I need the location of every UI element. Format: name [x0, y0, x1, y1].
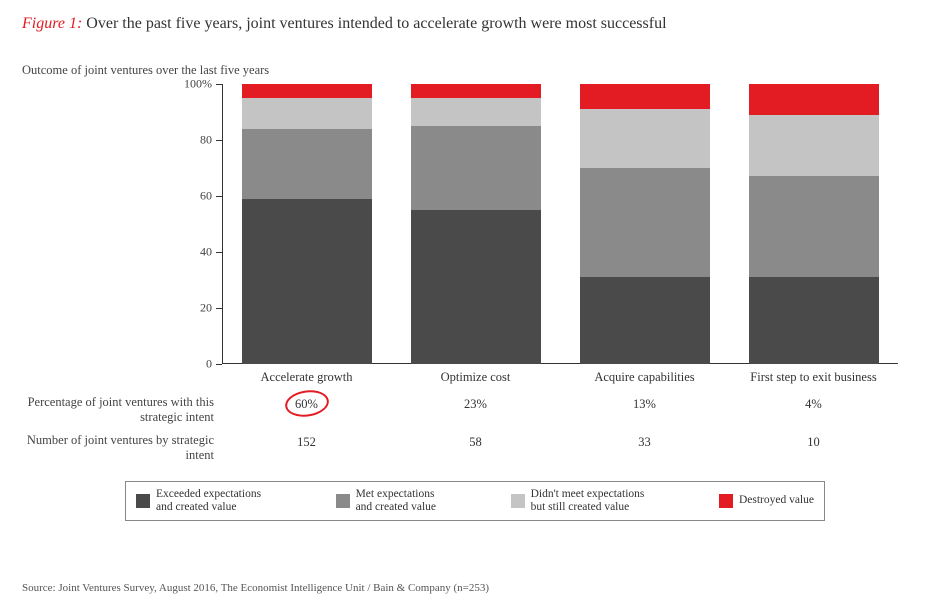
legend: Exceeded expectationsand created value Me…	[125, 481, 825, 521]
bar-segment-destroyed	[580, 84, 710, 109]
y-tick-mark	[216, 308, 222, 309]
legend-swatch	[511, 494, 525, 508]
bar-column	[570, 84, 720, 364]
stacked-bar	[242, 84, 372, 364]
y-tick-label: 40	[200, 244, 212, 259]
category-label: First step to exit business	[739, 370, 889, 385]
bar-segment-met	[411, 126, 541, 210]
bar-column	[232, 84, 382, 364]
category-label: Acquire capabilities	[570, 370, 720, 385]
bar-segment-exceeded	[411, 210, 541, 364]
plot-area: 020406080100%	[182, 84, 898, 364]
percent-cell: 23%	[401, 397, 551, 412]
y-tick-label: 60	[200, 188, 212, 203]
y-tick-mark	[216, 252, 222, 253]
y-tick-mark	[216, 140, 222, 141]
bar-segment-met	[580, 168, 710, 277]
bar-segment-didnt_meet	[242, 98, 372, 129]
category-label: Optimize cost	[401, 370, 551, 385]
bar-segment-exceeded	[749, 277, 879, 364]
legend-label: Met expectationsand created value	[356, 488, 436, 514]
legend-label: Didn't meet expectationsbut still create…	[531, 488, 645, 514]
count-cell: 10	[739, 435, 889, 450]
category-labels-row: Accelerate growth Optimize cost Acquire ca…	[222, 370, 898, 385]
legend-item: Exceeded expectationsand created value	[136, 488, 261, 514]
percent-cell: 13%	[570, 397, 720, 412]
legend-item: Met expectationsand created value	[336, 488, 436, 514]
count-cell: 152	[232, 435, 382, 450]
y-tick-mark	[216, 364, 222, 365]
legend-item: Destroyed value	[719, 494, 814, 508]
percent-value: 4%	[805, 397, 822, 411]
figure-title-text: Over the past five years, joint ventures…	[82, 15, 666, 32]
bar-segment-exceeded	[580, 277, 710, 364]
bar-segment-didnt_meet	[749, 115, 879, 177]
figure-number: Figure 1:	[22, 15, 82, 32]
y-tick-mark	[216, 196, 222, 197]
legend-item: Didn't meet expectationsbut still create…	[511, 488, 645, 514]
row-label-count: Number of joint ventures by strategic in…	[22, 433, 214, 463]
legend-swatch	[719, 494, 733, 508]
category-label: Accelerate growth	[232, 370, 382, 385]
count-cell: 33	[570, 435, 720, 450]
y-tick-mark	[216, 84, 222, 85]
y-axis: 020406080100%	[176, 84, 220, 364]
legend-label: Exceeded expectationsand created value	[156, 488, 261, 514]
bar-segment-didnt_meet	[411, 98, 541, 126]
stacked-bar	[749, 84, 879, 364]
bar-segment-exceeded	[242, 199, 372, 364]
stacked-bar	[411, 84, 541, 364]
y-tick-label: 20	[200, 300, 212, 315]
bar-column	[401, 84, 551, 364]
y-tick-label: 80	[200, 132, 212, 147]
stacked-bar	[580, 84, 710, 364]
percent-value: 60%	[295, 397, 318, 411]
bar-segment-met	[242, 129, 372, 199]
bar-segment-destroyed	[411, 84, 541, 98]
percent-cell: 4%	[739, 397, 889, 412]
percent-cell: 60%	[232, 397, 382, 412]
count-row: 152 58 33 10	[222, 435, 898, 450]
percent-row: 60% 23% 13% 4%	[222, 397, 898, 412]
figure-title: Figure 1: Over the past five years, join…	[22, 14, 928, 35]
percent-value: 13%	[633, 397, 656, 411]
source-text: Source: Joint Ventures Survey, August 20…	[22, 582, 489, 594]
percent-value: 23%	[464, 397, 487, 411]
bar-segment-destroyed	[749, 84, 879, 115]
bars-row	[222, 84, 898, 364]
legend-swatch	[136, 494, 150, 508]
bar-segment-destroyed	[242, 84, 372, 98]
bar-segment-didnt_meet	[580, 109, 710, 168]
row-label-percent: Percentage of joint ventures with this s…	[22, 395, 214, 425]
legend-label: Destroyed value	[739, 494, 814, 507]
chart-subtitle: Outcome of joint ventures over the last …	[22, 63, 928, 78]
bar-column	[739, 84, 889, 364]
count-cell: 58	[401, 435, 551, 450]
bar-segment-met	[749, 176, 879, 277]
y-tick-label: 100%	[184, 76, 212, 91]
legend-swatch	[336, 494, 350, 508]
